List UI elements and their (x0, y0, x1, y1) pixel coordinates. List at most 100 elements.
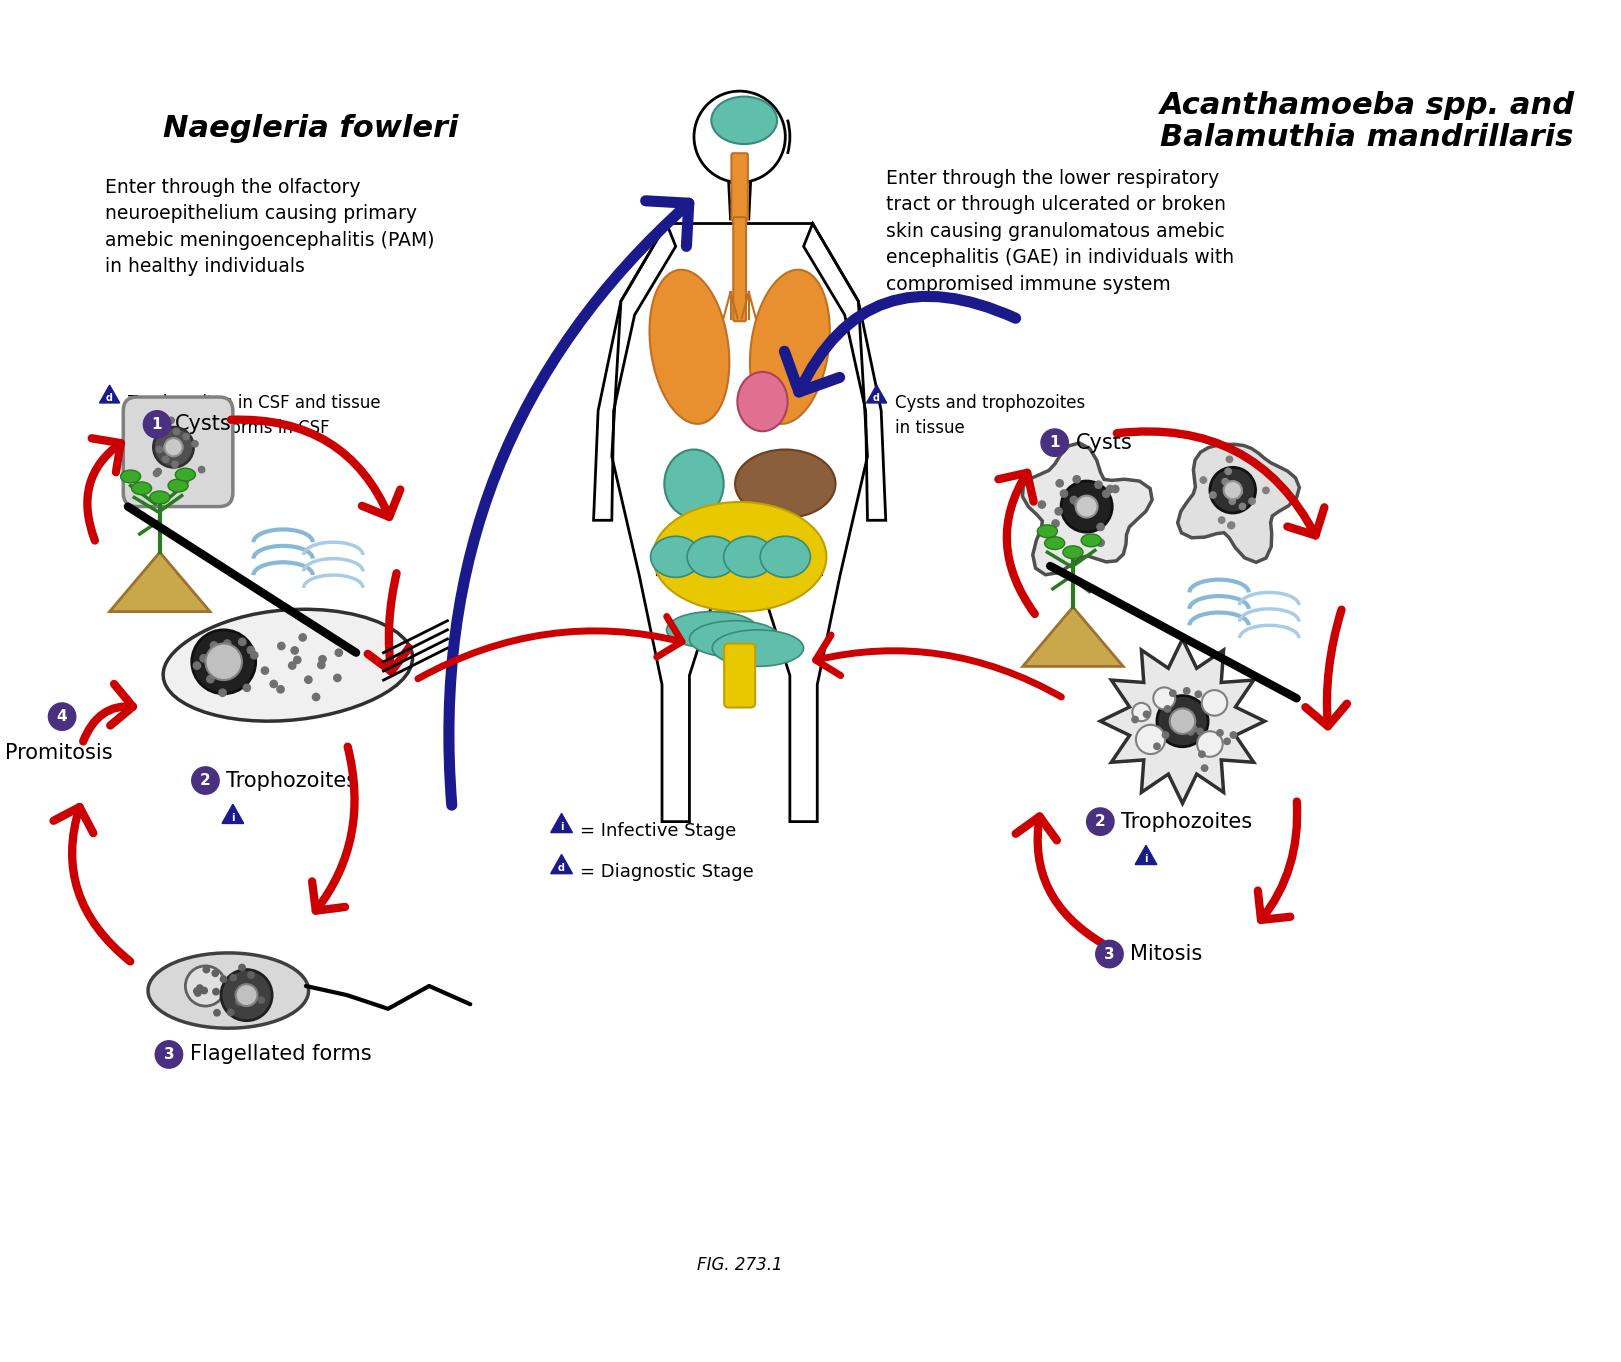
Polygon shape (551, 854, 572, 873)
Circle shape (196, 985, 203, 992)
Circle shape (156, 1041, 183, 1068)
Circle shape (1154, 744, 1161, 749)
Ellipse shape (653, 503, 827, 612)
Circle shape (1225, 456, 1232, 463)
Text: Cysts: Cysts (175, 414, 232, 434)
Circle shape (248, 972, 254, 978)
FancyArrowPatch shape (1258, 802, 1297, 919)
Polygon shape (99, 385, 120, 403)
Polygon shape (1023, 443, 1153, 575)
Circle shape (183, 469, 190, 475)
Circle shape (334, 674, 340, 681)
FancyArrowPatch shape (1305, 610, 1347, 726)
Ellipse shape (687, 537, 738, 577)
Circle shape (1225, 469, 1232, 474)
Circle shape (1198, 750, 1204, 757)
Circle shape (185, 966, 225, 1007)
Circle shape (156, 447, 162, 452)
Circle shape (1224, 738, 1230, 745)
Circle shape (201, 987, 207, 994)
Circle shape (1073, 498, 1081, 507)
Polygon shape (867, 385, 887, 403)
Circle shape (235, 998, 242, 1005)
FancyArrowPatch shape (1016, 816, 1102, 944)
Ellipse shape (149, 492, 170, 504)
Circle shape (198, 466, 204, 473)
Text: Cysts: Cysts (1076, 433, 1133, 452)
Circle shape (1170, 708, 1195, 734)
Circle shape (203, 967, 209, 972)
Circle shape (258, 997, 264, 1004)
Text: Trophozoites: Trophozoites (227, 771, 358, 790)
Text: d: d (105, 392, 113, 403)
Text: i: i (232, 813, 235, 823)
Circle shape (246, 989, 253, 996)
Text: Balamuthia mandrillaris: Balamuthia mandrillaris (1159, 123, 1572, 153)
Text: Flagellated forms: Flagellated forms (190, 1045, 371, 1065)
Circle shape (156, 469, 162, 475)
Circle shape (1131, 716, 1138, 723)
Circle shape (1037, 501, 1046, 508)
FancyArrowPatch shape (313, 746, 355, 911)
Circle shape (1237, 489, 1242, 496)
Circle shape (1070, 496, 1078, 504)
Text: = Diagnostic Stage: = Diagnostic Stage (580, 862, 754, 881)
Circle shape (1094, 481, 1102, 489)
Circle shape (207, 676, 214, 682)
Circle shape (1183, 688, 1190, 695)
FancyArrowPatch shape (83, 684, 133, 741)
Circle shape (238, 964, 245, 971)
Text: 2: 2 (1094, 814, 1106, 829)
Circle shape (1230, 731, 1237, 738)
Ellipse shape (760, 537, 810, 577)
FancyArrowPatch shape (232, 419, 400, 516)
Circle shape (154, 428, 193, 467)
Text: Mitosis: Mitosis (1130, 944, 1203, 964)
Circle shape (1133, 703, 1151, 720)
Circle shape (191, 441, 198, 447)
Circle shape (164, 439, 183, 456)
Circle shape (195, 990, 201, 996)
Circle shape (220, 977, 227, 982)
FancyArrowPatch shape (449, 200, 689, 805)
Polygon shape (1101, 639, 1264, 804)
Circle shape (238, 639, 246, 646)
Circle shape (277, 685, 284, 693)
Circle shape (1209, 467, 1256, 513)
FancyArrowPatch shape (368, 573, 408, 671)
Circle shape (313, 693, 319, 700)
Polygon shape (1135, 846, 1157, 865)
Circle shape (235, 985, 258, 1007)
Polygon shape (1178, 444, 1300, 563)
Ellipse shape (723, 537, 773, 577)
Circle shape (193, 662, 201, 669)
Circle shape (1136, 725, 1165, 755)
Circle shape (1143, 711, 1149, 718)
Circle shape (1164, 706, 1170, 712)
Circle shape (1201, 691, 1227, 715)
Circle shape (1097, 539, 1104, 546)
Circle shape (227, 1009, 233, 1016)
Circle shape (1107, 485, 1114, 493)
Circle shape (1097, 523, 1104, 531)
Circle shape (191, 767, 219, 794)
Circle shape (1073, 475, 1080, 484)
Circle shape (248, 647, 254, 654)
Circle shape (1248, 498, 1255, 504)
Circle shape (1209, 492, 1216, 498)
Circle shape (1201, 765, 1208, 771)
Text: i: i (559, 821, 564, 832)
Circle shape (1162, 731, 1169, 738)
Circle shape (1188, 729, 1193, 735)
Text: 4: 4 (57, 710, 68, 725)
Text: Acanthamoeba spp. and: Acanthamoeba spp. and (1159, 91, 1576, 120)
Text: 1: 1 (152, 417, 162, 432)
Circle shape (169, 417, 175, 424)
Ellipse shape (1063, 546, 1083, 558)
Circle shape (49, 703, 76, 730)
Ellipse shape (738, 372, 788, 432)
Circle shape (271, 681, 277, 688)
Circle shape (1229, 522, 1235, 528)
Polygon shape (551, 813, 572, 832)
Ellipse shape (175, 469, 196, 481)
